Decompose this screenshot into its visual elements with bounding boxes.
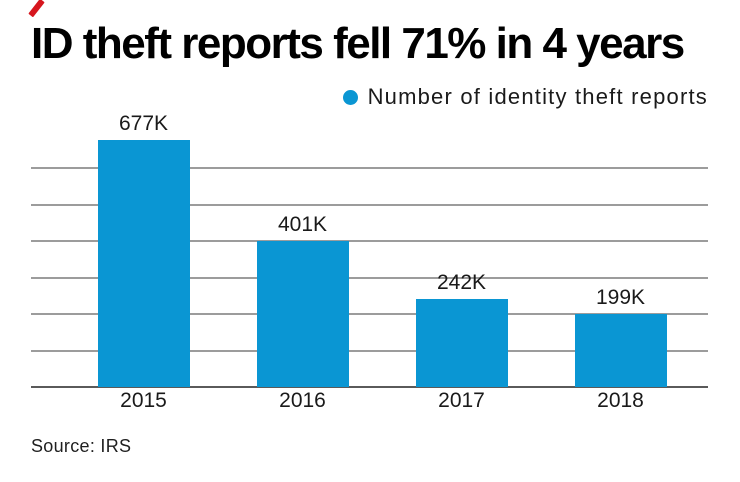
- x-axis-label-2018: 2018: [597, 389, 644, 412]
- bar-value-label-2017: 242K: [436, 271, 487, 294]
- x-axis-label-2016: 2016: [279, 389, 326, 412]
- bar-2017: [415, 299, 508, 387]
- x-axis-label-2017: 2017: [438, 389, 485, 412]
- bar-value-label-2018: 199K: [595, 286, 646, 309]
- legend: Number of identity theft reports: [342, 84, 708, 109]
- gridline: [31, 349, 708, 352]
- gridline: [31, 203, 708, 206]
- gridline: [31, 240, 708, 242]
- gridline: [31, 313, 708, 315]
- source-note: Source: IRS: [31, 436, 132, 456]
- bar-2015: [97, 140, 190, 387]
- legend-marker-icon: [342, 89, 358, 105]
- x-axis-line: [31, 386, 708, 388]
- legend-label: Number of identity theft reports: [367, 84, 708, 109]
- bar-2016: [256, 241, 349, 387]
- brand-accent-mark: [28, 0, 45, 18]
- bar-value-label-2015: 677K: [118, 112, 169, 135]
- bar-value-label-2016: 401K: [277, 213, 328, 236]
- gridline: [31, 167, 708, 169]
- chart-title: ID theft reports fell 71% in 4 years: [31, 19, 685, 68]
- x-axis-label-2015: 2015: [120, 389, 167, 412]
- bar-2018: [574, 314, 667, 387]
- gridline: [31, 276, 708, 279]
